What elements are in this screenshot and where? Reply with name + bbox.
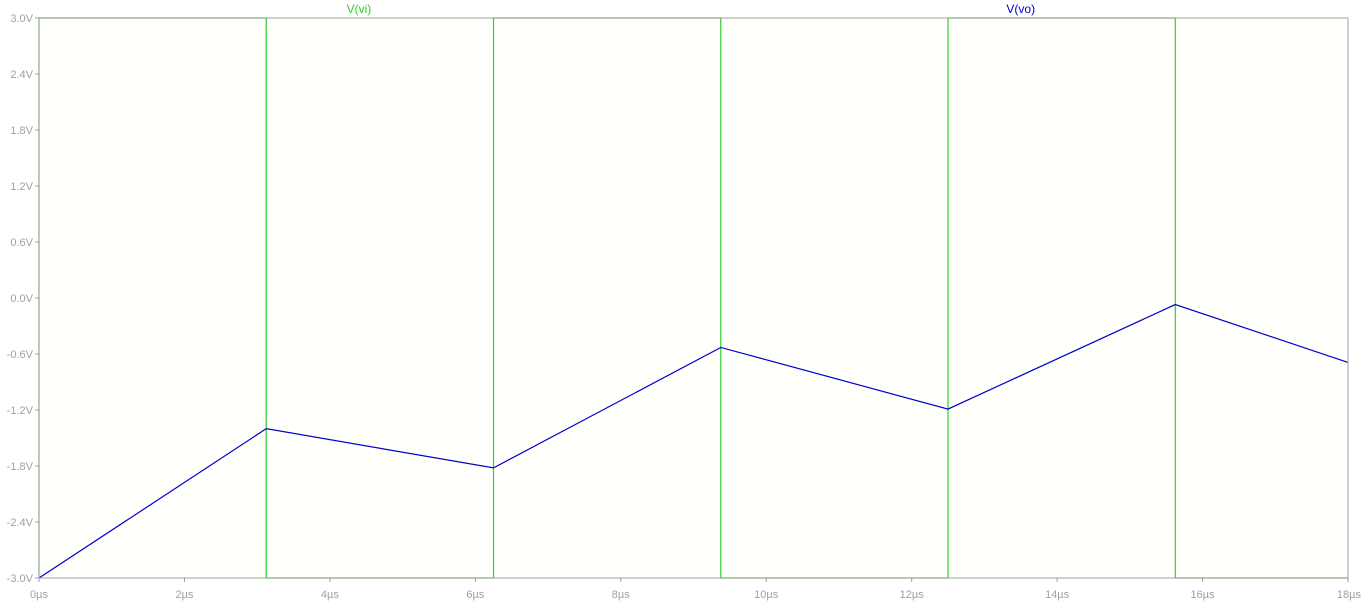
x-tick-label: 14µs (1045, 589, 1070, 601)
y-tick-label: -1.8V (7, 461, 34, 473)
series-line-vo (38, 303, 1349, 579)
x-axis: 0µs 2µs 4µs 6µs 8µs 10µs 12µs 14µs 16µs 18µs (30, 578, 1361, 601)
x-tick-label: 18µs (1337, 589, 1362, 601)
y-tick-label: 2.4V (10, 69, 33, 81)
y-tick-label: -1.2V (7, 405, 34, 417)
plot-background (39, 18, 1348, 578)
y-tick-label: 0.6V (10, 237, 33, 249)
y-tick-label: 1.8V (10, 125, 33, 137)
x-tick-label: 4µs (321, 589, 339, 601)
y-tick-label: 0.0V (10, 293, 33, 305)
x-tick-label: 2µs (175, 589, 193, 601)
x-tick-label: 0µs (30, 589, 48, 601)
y-tick-label: 3.0V (10, 13, 33, 25)
x-tick-label: 8µs (612, 589, 630, 601)
x-tick-label: 6µs (466, 589, 484, 601)
x-tick-label: 12µs (900, 589, 925, 601)
plot-frame (38, 17, 1349, 579)
y-tick-label: 1.2V (10, 181, 33, 193)
x-tick-label: 16µs (1191, 589, 1216, 601)
x-tick-label: 10µs (754, 589, 779, 601)
legend-entry-vi: V(vi) (347, 2, 372, 16)
y-axis: 3.0V 2.4V 1.8V 1.2V 0.6V 0.0V -0.6V -1.2V -1.8V -… (7, 13, 39, 585)
y-tick-label: -0.6V (7, 349, 34, 361)
y-tick-label: -3.0V (7, 573, 34, 585)
y-tick-label: -2.4V (7, 517, 34, 529)
legend: V(vi) V(vo) (347, 2, 1035, 16)
legend-entry-vo: V(vo) (1006, 2, 1035, 16)
